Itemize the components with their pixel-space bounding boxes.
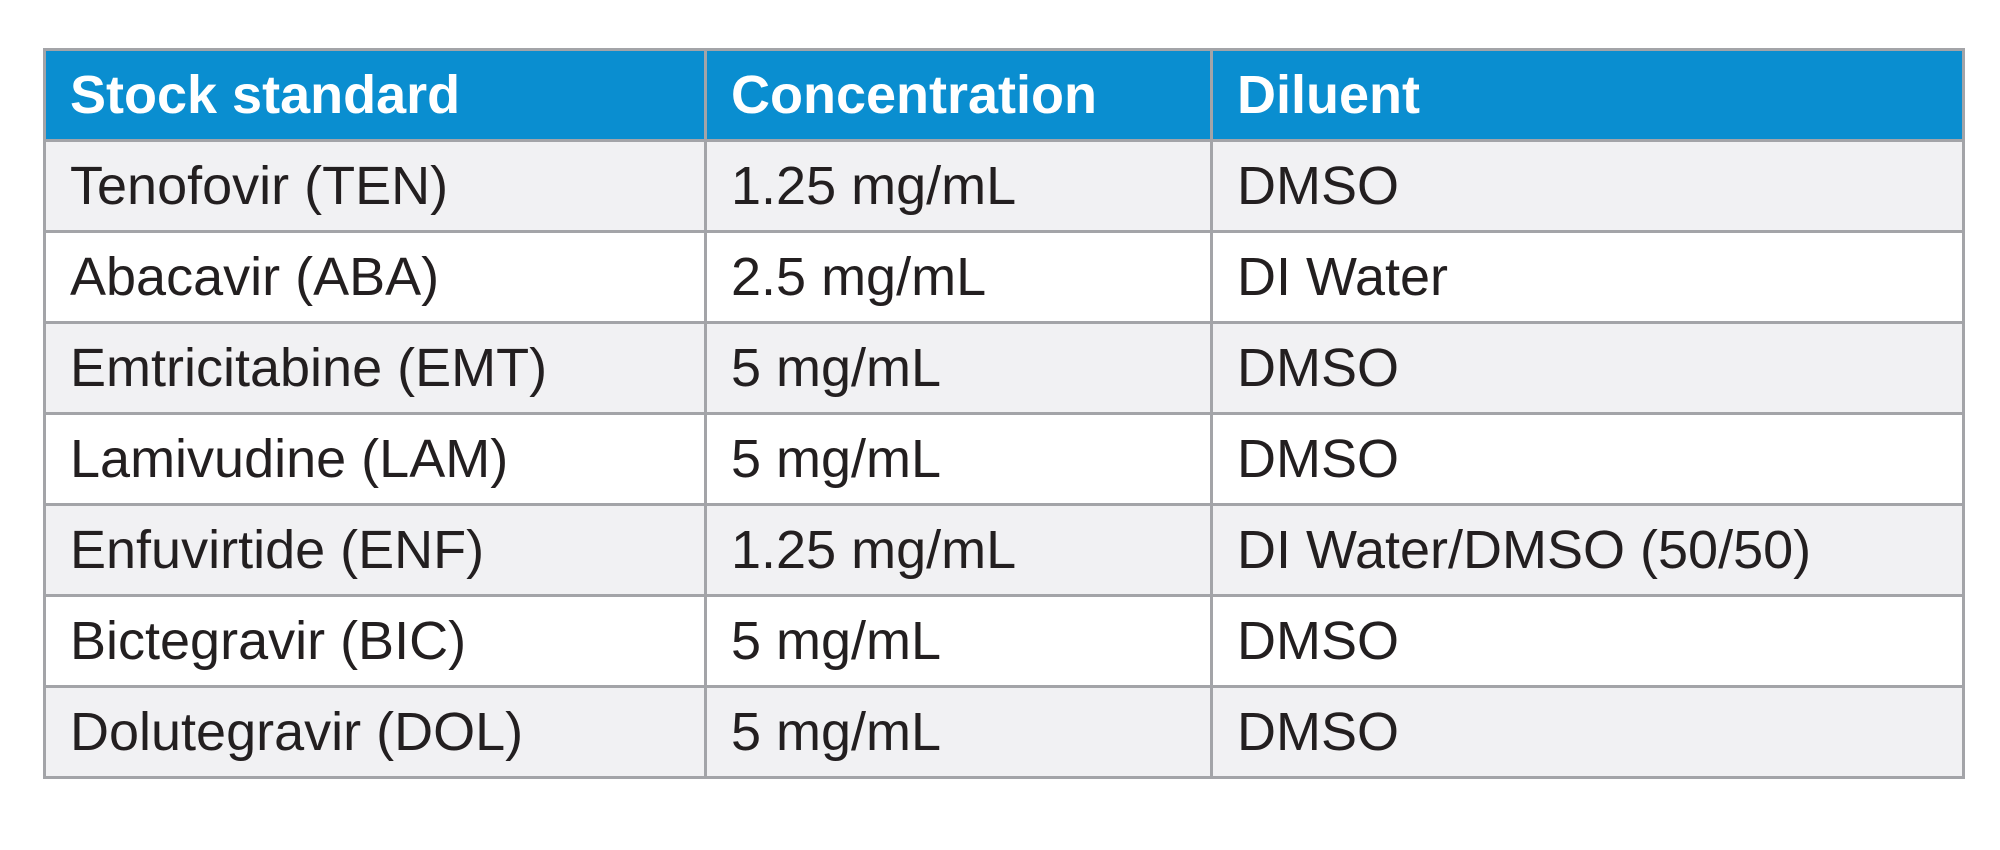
table-cell: DMSO	[1210, 412, 1965, 506]
table-cell: 1.25 mg/mL	[704, 503, 1213, 597]
table-container: Stock standard Concentration Diluent Tenof…	[43, 48, 1965, 779]
table-cell: 5 mg/mL	[704, 412, 1213, 506]
table-cell: Emtricitabine (EMT)	[43, 321, 707, 415]
table-cell: Abacavir (ABA)	[43, 230, 707, 324]
table-row: Enfuvirtide (ENF) 1.25 mg/mL DI Water/DMSO…	[43, 503, 1965, 597]
table-cell: Tenofovir (TEN)	[43, 139, 707, 233]
table-cell: 5 mg/mL	[704, 594, 1213, 688]
table-cell: 5 mg/mL	[704, 685, 1213, 779]
table-cell: DMSO	[1210, 321, 1965, 415]
table-header: Stock standard Concentration Diluent	[43, 48, 1965, 142]
table-cell: Enfuvirtide (ENF)	[43, 503, 707, 597]
table-row: Bictegravir (BIC) 5 mg/mL DMSO	[43, 594, 1965, 688]
table-cell: DI Water/DMSO (50/50)	[1210, 503, 1965, 597]
table-body: Tenofovir (TEN) 1.25 mg/mL DMSO Abacavir (A…	[43, 139, 1965, 779]
table-cell: DMSO	[1210, 594, 1965, 688]
table-cell: 2.5 mg/mL	[704, 230, 1213, 324]
header-cell: Concentration	[704, 48, 1213, 142]
header-row: Stock standard Concentration Diluent	[43, 48, 1965, 142]
table-cell: Bictegravir (BIC)	[43, 594, 707, 688]
table-row: Abacavir (ABA) 2.5 mg/mL DI Water	[43, 230, 1965, 324]
header-cell: Stock standard	[43, 48, 707, 142]
table-row: Emtricitabine (EMT) 5 mg/mL DMSO	[43, 321, 1965, 415]
table-cell: DMSO	[1210, 685, 1965, 779]
table-cell: Dolutegravir (DOL)	[43, 685, 707, 779]
table-row: Dolutegravir (DOL) 5 mg/mL DMSO	[43, 685, 1965, 779]
table-row: Lamivudine (LAM) 5 mg/mL DMSO	[43, 412, 1965, 506]
header-cell: Diluent	[1210, 48, 1965, 142]
table-cell: 5 mg/mL	[704, 321, 1213, 415]
table-cell: DMSO	[1210, 139, 1965, 233]
table-row: Tenofovir (TEN) 1.25 mg/mL DMSO	[43, 139, 1965, 233]
table: Stock standard Concentration Diluent Tenof…	[43, 48, 1965, 779]
table-cell: Lamivudine (LAM)	[43, 412, 707, 506]
table-cell: DI Water	[1210, 230, 1965, 324]
table-cell: 1.25 mg/mL	[704, 139, 1213, 233]
